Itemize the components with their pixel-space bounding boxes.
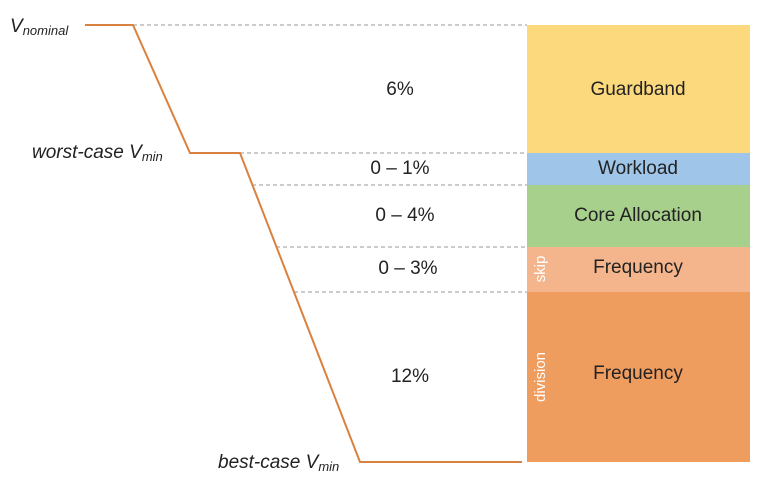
margin-label: 0 – 4% <box>375 205 434 226</box>
block-label: Core Allocation <box>574 205 702 226</box>
margin-label: 0 – 3% <box>378 258 437 279</box>
block-label: Frequency <box>593 257 683 278</box>
margin-label: 12% <box>391 366 429 387</box>
block <box>527 153 750 185</box>
block <box>527 247 750 292</box>
block-label: Guardband <box>590 79 685 100</box>
voltage-label: best-case Vmin <box>218 452 339 474</box>
margin-label: 6% <box>386 79 414 100</box>
voltage-curve <box>85 24 522 463</box>
block-label: Workload <box>598 158 678 179</box>
block <box>527 185 750 247</box>
side-label: skip <box>532 256 549 283</box>
side-label: division <box>532 352 549 402</box>
block <box>527 25 750 153</box>
block-label: Frequency <box>593 363 683 384</box>
voltage-label: worst-case Vmin <box>32 142 163 164</box>
block <box>527 292 750 462</box>
margin-label: 0 – 1% <box>370 158 429 179</box>
voltage-label: Vnominal <box>10 16 69 38</box>
